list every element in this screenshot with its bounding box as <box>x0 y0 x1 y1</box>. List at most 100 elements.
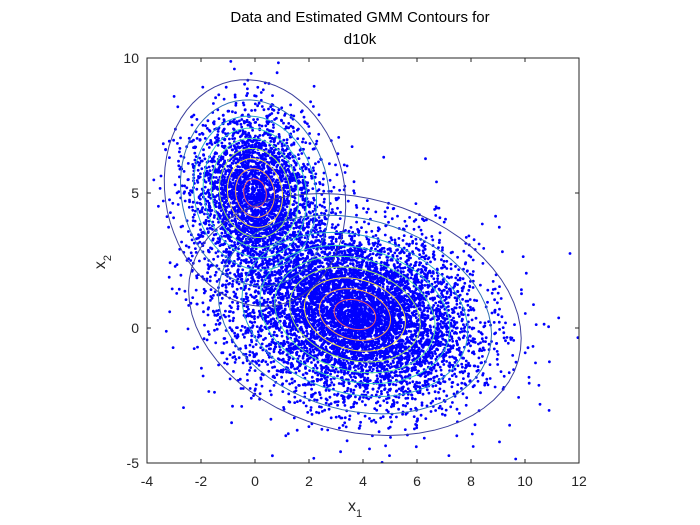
scatter-point <box>367 397 370 401</box>
scatter-point <box>389 436 392 439</box>
scatter-point <box>286 190 290 194</box>
scatter-point <box>216 313 220 317</box>
scatter-point <box>219 301 223 305</box>
scatter-point <box>234 358 238 361</box>
scatter-point <box>275 373 279 377</box>
scatter-point <box>352 189 356 193</box>
scatter-point <box>495 357 499 361</box>
scatter-point <box>326 295 330 299</box>
scatter-point <box>256 85 260 89</box>
scatter-point <box>504 321 507 325</box>
scatter-point <box>222 250 226 254</box>
scatter-point <box>281 270 285 273</box>
scatter-point <box>273 137 277 140</box>
scatter-point <box>455 407 459 411</box>
scatter-point <box>355 401 359 405</box>
scatter-point <box>191 296 195 299</box>
scatter-point <box>389 415 392 419</box>
scatter-point <box>391 298 395 302</box>
scatter-point <box>444 408 448 412</box>
scatter-point <box>464 236 468 239</box>
scatter-point <box>448 377 451 381</box>
scatter-point <box>410 273 414 276</box>
scatter-point <box>356 364 360 367</box>
scatter-point <box>218 163 222 167</box>
scatter-point <box>349 226 353 229</box>
scatter-point <box>534 361 537 365</box>
scatter-point <box>184 298 188 301</box>
scatter-point <box>466 303 470 307</box>
scatter-point <box>520 288 523 292</box>
scatter-point <box>405 242 409 246</box>
scatter-point <box>176 142 179 145</box>
scatter-point <box>490 311 494 315</box>
scatter-point <box>330 381 334 384</box>
scatter-point <box>203 157 207 161</box>
scatter-point <box>468 272 472 276</box>
scatter-point <box>235 287 239 291</box>
scatter-point <box>486 300 489 304</box>
scatter-point <box>251 359 255 363</box>
scatter-point <box>449 293 453 297</box>
scatter-point <box>245 171 248 175</box>
scatter-point <box>303 391 307 395</box>
scatter-point <box>217 178 220 182</box>
scatter-point <box>271 454 274 458</box>
scatter-point <box>334 163 337 167</box>
scatter-point <box>282 121 285 125</box>
scatter-point <box>271 225 275 229</box>
scatter-point <box>333 400 337 404</box>
scatter-point <box>231 134 235 138</box>
scatter-point <box>297 369 301 373</box>
scatter-point <box>208 279 212 283</box>
scatter-point <box>314 162 317 166</box>
scatter-point <box>272 126 275 129</box>
scatter-point <box>285 370 288 374</box>
scatter-point <box>272 384 276 387</box>
scatter-point <box>375 374 379 378</box>
scatter-point <box>456 312 460 316</box>
scatter-point <box>179 154 183 158</box>
scatter-point <box>217 93 221 97</box>
scatter-point <box>239 153 243 157</box>
scatter-point <box>430 356 433 360</box>
scatter-point <box>420 403 424 407</box>
scatter-point <box>234 161 238 165</box>
scatter-point <box>372 418 376 422</box>
scatter-point <box>318 223 322 227</box>
scatter-point <box>334 415 338 419</box>
scatter-point <box>445 291 449 295</box>
scatter-point <box>508 423 511 427</box>
scatter-point <box>433 257 437 261</box>
scatter-point <box>289 103 292 107</box>
scatter-point <box>437 246 440 250</box>
scatter-point <box>249 293 253 297</box>
scatter-point <box>424 417 428 420</box>
scatter-point <box>246 296 250 299</box>
scatter-point <box>479 361 483 365</box>
scatter-point <box>423 284 427 287</box>
scatter-point <box>221 351 225 355</box>
scatter-point <box>253 102 257 106</box>
scatter-point <box>206 330 210 333</box>
scatter-point <box>354 395 357 399</box>
scatter-point <box>283 208 287 212</box>
scatter-point <box>237 356 241 360</box>
scatter-point <box>292 416 296 420</box>
scatter-point <box>390 405 393 409</box>
scatter-point <box>463 382 467 386</box>
scatter-point <box>179 273 183 277</box>
scatter-point <box>445 360 448 363</box>
scatter-point <box>207 250 211 254</box>
scatter-point <box>497 225 501 229</box>
scatter-point <box>429 410 433 413</box>
scatter-point <box>436 277 439 280</box>
scatter-point <box>293 367 297 371</box>
scatter-point <box>266 297 270 301</box>
scatter-point <box>245 373 249 376</box>
scatter-point <box>393 238 397 242</box>
scatter-point <box>186 327 190 331</box>
scatter-point <box>201 123 205 127</box>
scatter-point <box>173 183 177 187</box>
